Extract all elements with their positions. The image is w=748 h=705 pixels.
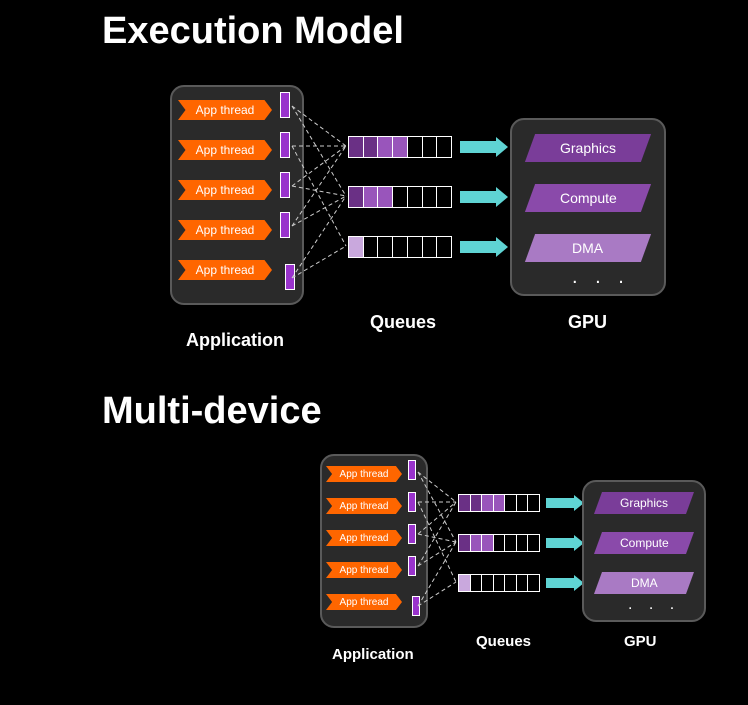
queue-slot — [364, 137, 379, 157]
queue-slot — [349, 237, 364, 257]
queue — [458, 494, 540, 512]
command-buffer — [280, 172, 290, 198]
app-thread: App thread — [178, 100, 272, 120]
app-thread: App thread — [178, 140, 272, 160]
title-multidevice: Multi-device — [102, 390, 322, 433]
queue-slot — [482, 495, 494, 511]
ellipsis: . . . — [572, 266, 630, 289]
queue-slot — [364, 187, 379, 207]
command-buffer — [280, 212, 290, 238]
queue-slot — [528, 575, 539, 591]
queue-slot — [494, 575, 506, 591]
queue-slot — [349, 187, 364, 207]
queue-slot — [408, 137, 423, 157]
queue-slot — [378, 137, 393, 157]
queue-slot — [437, 187, 451, 207]
queue-slot — [459, 575, 471, 591]
queue — [458, 534, 540, 552]
queue-slot — [471, 535, 483, 551]
queue-slot — [494, 495, 506, 511]
queue-slot — [408, 187, 423, 207]
queue-slot — [482, 575, 494, 591]
queue — [348, 236, 452, 258]
queue-slot — [471, 495, 483, 511]
queue-slot — [437, 237, 451, 257]
ellipsis: . . . — [628, 596, 680, 614]
gpu-engine: Graphics — [594, 492, 694, 514]
title-execution: Execution Model — [102, 10, 404, 53]
queue-slot — [505, 575, 517, 591]
queue-slot — [349, 137, 364, 157]
queue-slot — [423, 137, 438, 157]
queue-slot — [505, 495, 517, 511]
command-buffer — [408, 556, 416, 576]
label-application: Application — [186, 330, 284, 351]
queue-slot — [528, 495, 539, 511]
command-buffer — [408, 460, 416, 480]
queue-slot — [528, 535, 539, 551]
app-thread: App thread — [326, 594, 402, 610]
arrow-icon — [546, 575, 584, 591]
gpu-engine: DMA — [525, 234, 651, 262]
queue-slot — [505, 535, 517, 551]
arrow-icon — [546, 535, 584, 551]
queue — [348, 136, 452, 158]
command-buffer — [280, 132, 290, 158]
queue-slot — [423, 187, 438, 207]
queue-slot — [517, 575, 529, 591]
queue-slot — [482, 535, 494, 551]
queue-slot — [459, 495, 471, 511]
gpu-engine: Compute — [525, 184, 651, 212]
queue-slot — [517, 535, 529, 551]
label-gpu: GPU — [624, 633, 657, 650]
queue-slot — [423, 237, 438, 257]
queue-slot — [471, 575, 483, 591]
arrow-icon — [460, 137, 508, 157]
queue-slot — [378, 237, 393, 257]
label-queues: Queues — [476, 633, 531, 650]
queue-slot — [437, 137, 451, 157]
queue-slot — [393, 237, 408, 257]
app-thread: App thread — [326, 530, 402, 546]
queue-slot — [393, 137, 408, 157]
command-buffer — [280, 92, 290, 118]
label-queues: Queues — [370, 312, 436, 333]
queue-slot — [378, 187, 393, 207]
arrow-icon — [460, 237, 508, 257]
queue — [348, 186, 452, 208]
queue — [458, 574, 540, 592]
queue-slot — [459, 535, 471, 551]
app-thread: App thread — [326, 562, 402, 578]
arrow-icon — [460, 187, 508, 207]
gpu-engine: Graphics — [525, 134, 651, 162]
command-buffer — [408, 524, 416, 544]
command-buffer — [408, 492, 416, 512]
queue-slot — [494, 535, 506, 551]
app-thread: App thread — [326, 498, 402, 514]
app-thread: App thread — [178, 220, 272, 240]
command-buffer — [412, 596, 420, 616]
queue-slot — [408, 237, 423, 257]
app-thread: App thread — [326, 466, 402, 482]
arrow-icon — [546, 495, 584, 511]
queue-slot — [393, 187, 408, 207]
gpu-engine: DMA — [594, 572, 694, 594]
label-application: Application — [332, 646, 414, 663]
queue-slot — [364, 237, 379, 257]
command-buffer — [285, 264, 295, 290]
app-thread: App thread — [178, 260, 272, 280]
label-gpu: GPU — [568, 312, 607, 333]
gpu-engine: Compute — [594, 532, 694, 554]
queue-slot — [517, 495, 529, 511]
app-thread: App thread — [178, 180, 272, 200]
